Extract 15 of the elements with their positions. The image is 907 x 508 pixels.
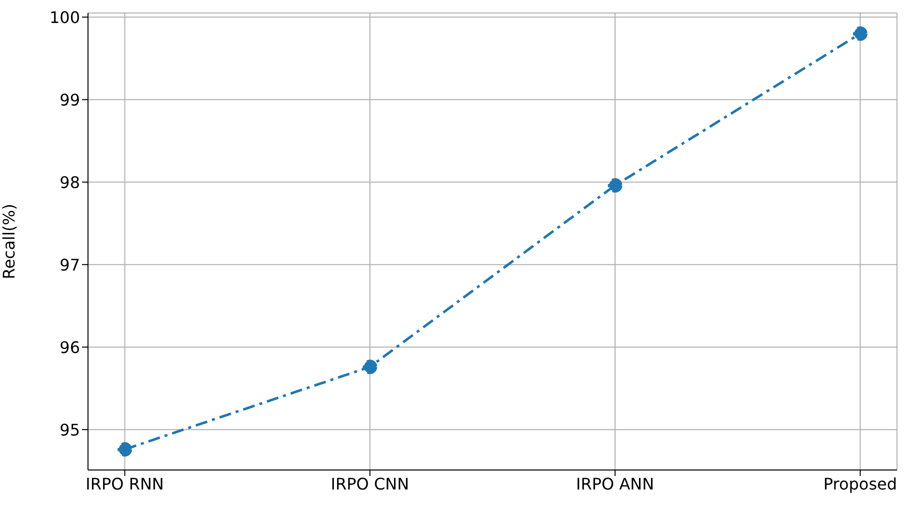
x-tick-label: IRPO CNN bbox=[330, 474, 410, 494]
point bbox=[118, 442, 132, 457]
y-tick-label: 97 bbox=[60, 255, 80, 274]
point bbox=[852, 26, 868, 41]
y-tick-label: 98 bbox=[60, 172, 80, 192]
x-tick-label: IRPO RNN bbox=[86, 474, 164, 494]
y-tick-label: 100 bbox=[49, 8, 80, 27]
point bbox=[608, 178, 622, 193]
point bbox=[362, 360, 378, 374]
x-tick-label: IRPO ANN bbox=[576, 474, 654, 494]
y-tick-label: 95 bbox=[60, 420, 80, 440]
y-tick-label: 96 bbox=[60, 338, 80, 357]
x-tick-label: Proposed bbox=[823, 474, 898, 494]
y-tick-label: 99 bbox=[60, 90, 80, 110]
y-axis-title: Recall(%) bbox=[0, 204, 19, 280]
